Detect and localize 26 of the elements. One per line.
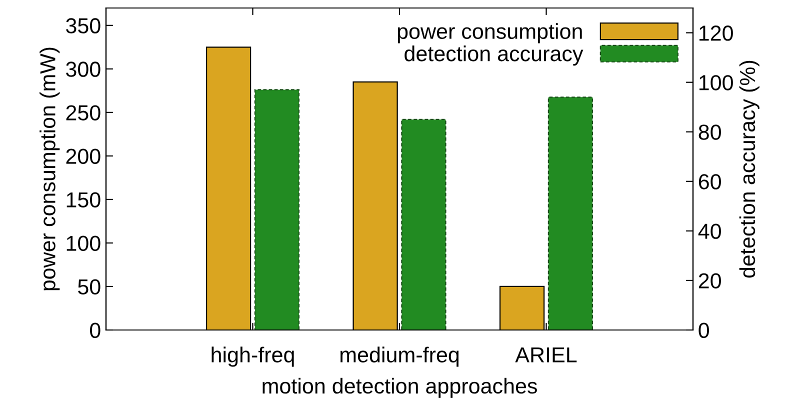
y-tick-label: 350 bbox=[66, 18, 100, 34]
y2-tick-label: 60 bbox=[698, 174, 721, 190]
y-tick-label: 0 bbox=[90, 322, 100, 338]
bar bbox=[401, 118, 446, 330]
legend-label: detection accuracy bbox=[404, 46, 584, 66]
y-tick-label: 250 bbox=[66, 105, 100, 120]
bar bbox=[548, 96, 594, 330]
bar bbox=[254, 89, 300, 330]
y2-axis-title: detection accuracy (%) bbox=[739, 60, 760, 278]
x-tick-label: high-freq bbox=[212, 346, 294, 367]
y2-tick-label: 20 bbox=[698, 273, 721, 288]
y2-tick-label: 40 bbox=[698, 224, 721, 239]
x-tick-label: ARIEL bbox=[515, 347, 577, 362]
y2-tick-label: 0 bbox=[698, 322, 709, 338]
x-tick-label: medium-freq bbox=[340, 346, 459, 367]
y2-tick-label: 120 bbox=[700, 26, 733, 41]
y-tick-label: 300 bbox=[66, 62, 100, 77]
y-tick-label: 50 bbox=[78, 279, 100, 294]
x-axis-title: motion detection approaches bbox=[262, 378, 537, 398]
y-tick-label: 150 bbox=[66, 192, 100, 208]
y2-tick-label: 100 bbox=[700, 75, 733, 90]
y-tick-label: 200 bbox=[66, 148, 100, 164]
y2-tick-label: 80 bbox=[698, 124, 721, 140]
y-tick-label: 100 bbox=[66, 236, 100, 251]
legend-label: power consumption bbox=[398, 23, 582, 44]
y-axis-title: power consumption (mW) bbox=[40, 48, 60, 290]
